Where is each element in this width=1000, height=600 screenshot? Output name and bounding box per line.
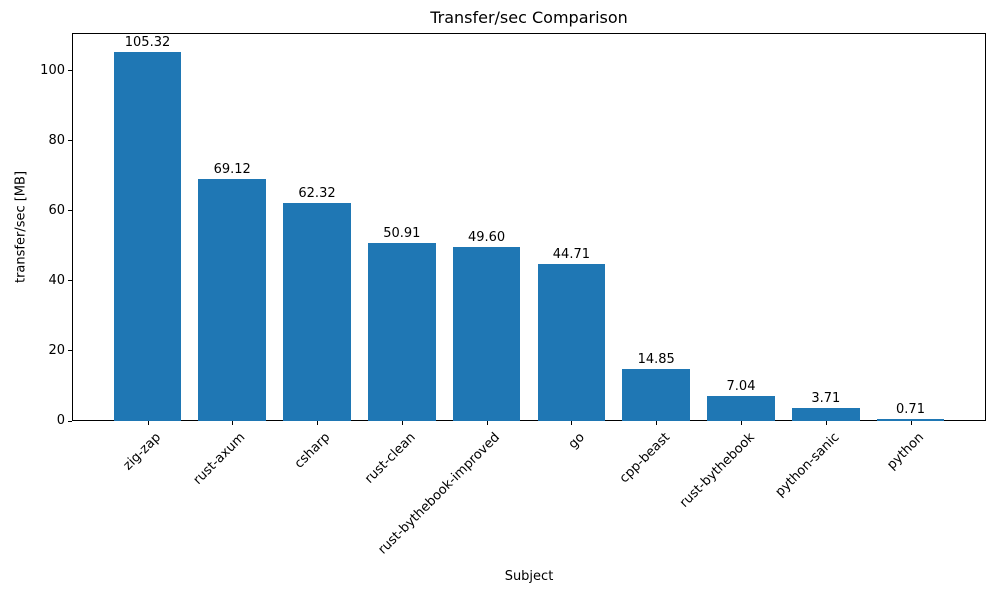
bar (113, 52, 182, 421)
x-tick (910, 421, 912, 425)
y-tick (68, 210, 72, 212)
y-tick (68, 280, 72, 282)
bar (283, 203, 351, 421)
bar-value-label: 3.71 (811, 391, 841, 406)
bar-value-label: 49.60 (467, 230, 506, 245)
x-tick-label: csharp (292, 430, 334, 472)
bar-value-label: 0.71 (896, 402, 925, 417)
x-tick (486, 421, 488, 425)
x-tick (401, 421, 403, 425)
x-tick-label: rust-bythebook (676, 430, 758, 511)
bar (537, 264, 606, 421)
y-tick-label: 40 (48, 272, 65, 288)
x-tick (571, 421, 573, 425)
y-tick-label: 60 (48, 202, 65, 218)
bar (876, 419, 945, 421)
y-tick-label: 100 (40, 62, 65, 78)
x-tick (656, 421, 658, 425)
bar-value-label: 14.85 (637, 352, 675, 367)
y-axis-label: transfer/sec [MB] (13, 170, 29, 284)
bar (622, 369, 691, 421)
bar (707, 396, 775, 421)
x-tick-label: cpp-beast (616, 430, 673, 487)
x-tick-label: zig-zap (120, 430, 165, 474)
x-tick-label: rust-clean (361, 430, 419, 487)
y-tick (68, 70, 72, 72)
bar-value-label: 105.32 (124, 35, 171, 50)
bar-value-label: 7.04 (726, 379, 756, 394)
bar-value-label: 44.71 (552, 247, 590, 262)
x-tick (317, 421, 318, 425)
x-tick (741, 421, 742, 425)
x-tick-label: python (884, 430, 928, 473)
x-tick-label: python-sanic (772, 430, 843, 500)
y-tick (68, 420, 72, 422)
bar-value-label: 62.32 (298, 186, 336, 201)
y-tick (68, 350, 72, 352)
x-tick-label: rust-axum (191, 430, 249, 488)
bar (452, 247, 521, 421)
y-tick-label: 80 (48, 132, 65, 148)
bar (367, 243, 436, 421)
y-tick-label: 0 (56, 413, 65, 428)
y-tick (68, 140, 72, 142)
x-axis-label: Subject (504, 569, 554, 584)
bar-value-label: 50.91 (383, 226, 421, 241)
y-tick-label: 20 (48, 342, 65, 358)
chart-title: Transfer/sec Comparison (430, 8, 628, 27)
bar (198, 179, 267, 421)
x-tick (825, 421, 827, 425)
bar (791, 408, 860, 421)
x-tick-label: go (565, 430, 589, 453)
x-tick (232, 421, 234, 425)
bar-value-label: 69.12 (213, 162, 251, 177)
x-tick (147, 421, 149, 425)
